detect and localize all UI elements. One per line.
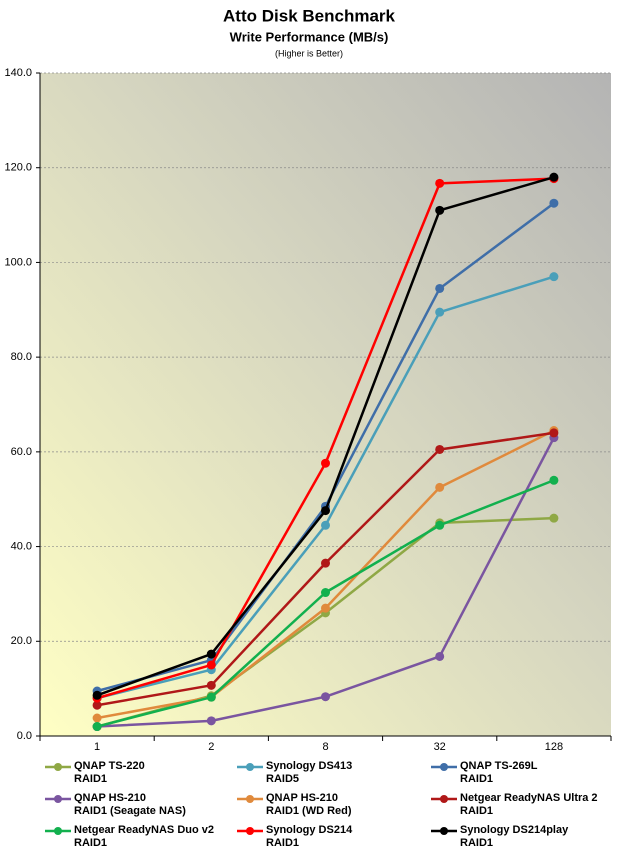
chart-note: (Higher is Better) [275, 48, 343, 58]
data-point [549, 272, 559, 282]
legend-swatch [45, 827, 71, 835]
data-point [321, 692, 330, 702]
y-tick-label: 100.0 [4, 256, 32, 268]
y-tick-label: 40.0 [11, 540, 32, 552]
legend: QNAP TS-220 RAID1 Synology DS413 RAID5 QNA… [0, 756, 619, 861]
legend-marker [246, 795, 254, 803]
legend-label: Netgear ReadyNAS Ultra 2 RAID1 [460, 792, 598, 817]
data-point [435, 520, 445, 530]
legend-marker [54, 763, 62, 771]
legend-label: Synology DS214play RAID1 [460, 824, 569, 849]
legend-swatch [431, 795, 457, 803]
legend-item: Synology DS214play RAID1 [430, 824, 568, 850]
legend-item: Synology DS214 RAID1 [236, 824, 352, 850]
y-tick-label: 60.0 [11, 446, 32, 458]
data-point [321, 588, 330, 598]
legend-label: QNAP TS-269L RAID1 [460, 760, 538, 785]
legend-item: Synology DS413 RAID5 [236, 760, 352, 786]
legend-item: QNAP TS-220 RAID1 [44, 760, 145, 786]
data-point [435, 651, 445, 661]
data-point [92, 700, 102, 710]
data-point [206, 660, 216, 670]
legend-marker [54, 795, 62, 803]
legend-swatch [431, 763, 457, 771]
legend-label: Netgear ReadyNAS Duo v2 RAID1 [74, 824, 214, 849]
x-tick-label: 1 [94, 741, 100, 753]
legend-label: QNAP TS-220 RAID1 [74, 760, 145, 785]
data-point [549, 475, 559, 485]
legend-swatch [45, 795, 71, 803]
legend-marker [440, 795, 448, 803]
legend-swatch [431, 827, 457, 835]
data-point [92, 690, 102, 700]
data-point [92, 713, 102, 723]
legend-label: QNAP HS-210 RAID1 (Seagate NAS) [74, 792, 186, 817]
data-point [321, 603, 330, 613]
data-point [92, 722, 102, 732]
legend-swatch [237, 763, 263, 771]
legend-item: QNAP HS-210 RAID1 (WD Red) [236, 792, 352, 818]
y-tick-label: 0.0 [17, 730, 32, 742]
legend-label: Synology DS413 RAID5 [266, 760, 353, 785]
y-tick-label: 20.0 [11, 635, 32, 647]
legend-marker [440, 763, 448, 771]
data-point [435, 205, 445, 215]
data-point [206, 716, 216, 726]
y-tick-label: 140.0 [4, 67, 32, 79]
legend-label: Synology DS214 RAID1 [266, 824, 353, 849]
legend-marker [54, 827, 62, 835]
legend-swatch [237, 827, 263, 835]
x-tick-label: 32 [434, 741, 446, 753]
data-point [549, 172, 559, 182]
x-tick-label: 8 [322, 741, 328, 753]
data-point [435, 307, 445, 317]
legend-item: QNAP TS-269L RAID1 [430, 760, 537, 786]
data-point [435, 444, 445, 454]
x-tick-label: 2 [208, 741, 214, 753]
legend-label: QNAP HS-210 RAID1 (WD Red) [266, 792, 352, 817]
legend-item: QNAP HS-210 RAID1 (Seagate NAS) [44, 792, 186, 818]
data-point [435, 178, 445, 188]
legend-marker [246, 827, 254, 835]
chart: Atto Disk Benchmark Write Performance (M… [4, 6, 612, 753]
data-point [321, 558, 330, 568]
data-point [321, 520, 330, 530]
legend-swatch [237, 795, 263, 803]
y-tick-label: 120.0 [4, 162, 32, 174]
legend-item: Netgear ReadyNAS Duo v2 RAID1 [44, 824, 214, 850]
legend-item: Netgear ReadyNAS Ultra 2 RAID1 [430, 792, 598, 818]
data-point [435, 482, 445, 492]
data-point [206, 680, 216, 690]
data-point [435, 283, 445, 293]
data-point [549, 428, 559, 438]
legend-swatch [45, 763, 71, 771]
data-point [321, 506, 330, 516]
chart-title: Atto Disk Benchmark [223, 6, 395, 25]
legend-marker [440, 827, 448, 835]
chart-subtitle: Write Performance (MB/s) [230, 29, 389, 44]
data-point [206, 692, 216, 702]
legend-marker [246, 763, 254, 771]
y-tick-label: 80.0 [11, 351, 32, 363]
data-point [321, 458, 330, 468]
plot-area [40, 73, 611, 736]
data-point [549, 198, 559, 208]
data-point [206, 649, 216, 659]
data-point [549, 513, 559, 523]
x-tick-label: 128 [545, 741, 563, 753]
